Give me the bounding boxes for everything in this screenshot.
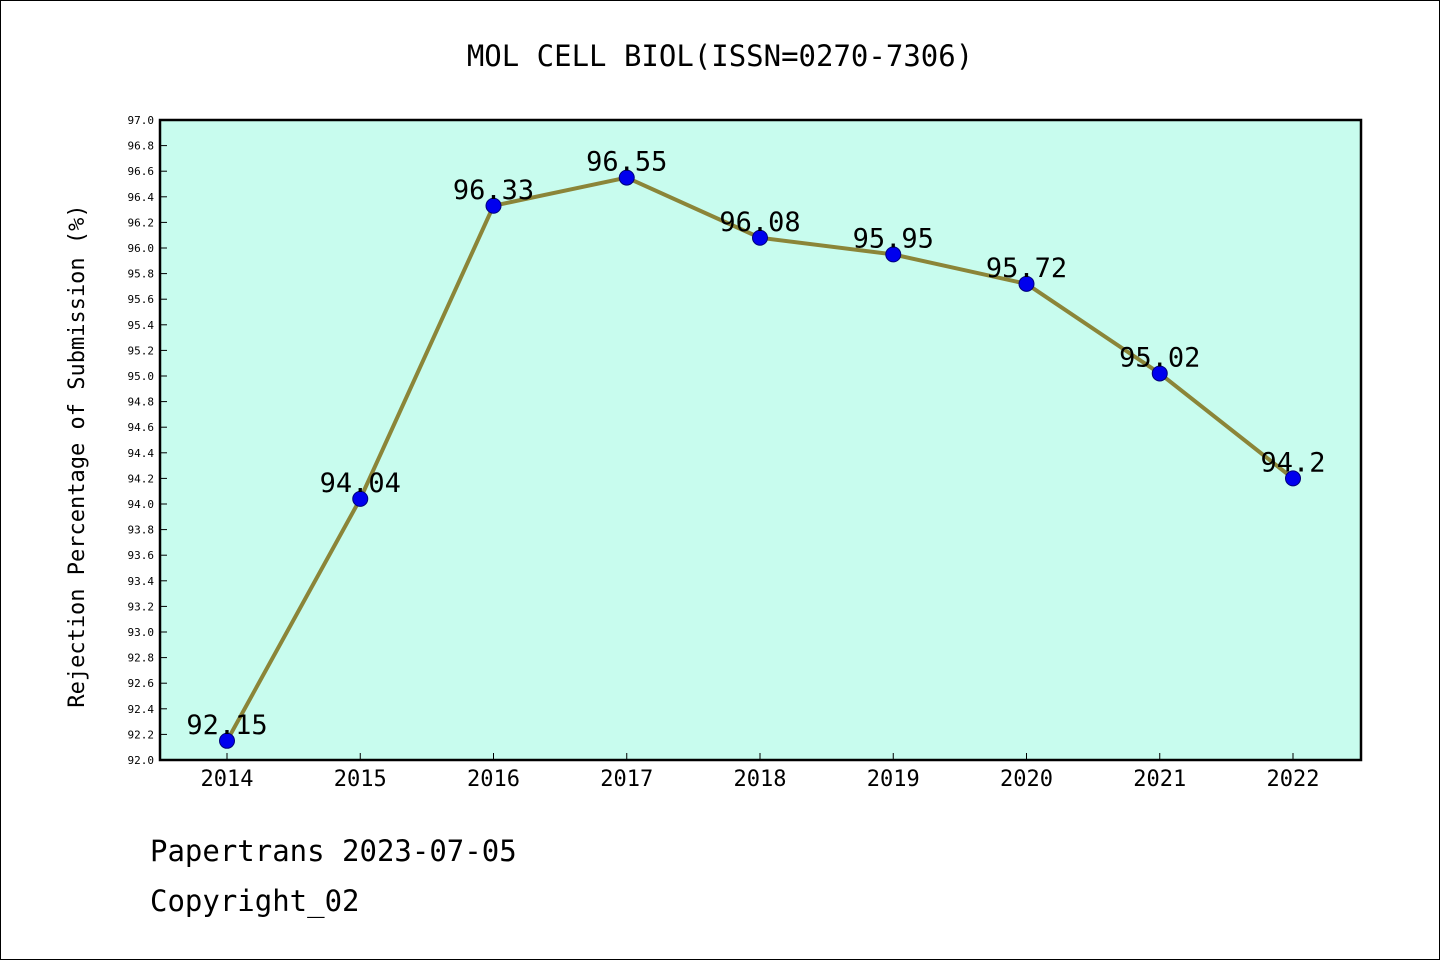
y-tick-label: 93.0 <box>128 626 155 639</box>
x-tick-label: 2022 <box>1267 767 1320 792</box>
y-tick-label: 95.8 <box>128 268 155 281</box>
footer-date-line: Papertrans 2023-07-05 <box>150 834 517 868</box>
footer-copyright-line: Copyright_02 <box>150 884 360 918</box>
data-label: 95.95 <box>853 223 934 254</box>
data-point <box>885 246 902 263</box>
data-label: 92.15 <box>186 710 267 741</box>
y-tick-label: 92.4 <box>128 703 155 716</box>
plot-border <box>158 118 1363 762</box>
data-label: 96.33 <box>453 175 534 206</box>
data-point <box>485 197 502 214</box>
y-tick-label: 95.4 <box>128 319 155 332</box>
y-tick-label: 96.2 <box>128 216 155 229</box>
data-point <box>618 169 635 186</box>
y-axis-ticks: 92.0 92.2 92.4 92.6 92.8 93.0 93.2 93.4 93.6 93.8… <box>128 114 167 767</box>
x-tick-label: 2017 <box>600 767 653 792</box>
x-tick-label: 2015 <box>334 767 387 792</box>
y-tick-label: 95.6 <box>128 293 155 306</box>
x-tick-label: 2014 <box>201 767 254 792</box>
y-tick-label: 92.2 <box>128 728 155 741</box>
data-label: 96.08 <box>719 207 800 238</box>
x-tick-label: 2018 <box>734 767 787 792</box>
y-tick-label: 94.6 <box>128 421 155 434</box>
y-tick-label: 95.0 <box>128 370 155 383</box>
x-tick-label: 2020 <box>1000 767 1053 792</box>
y-tick-label: 96.0 <box>128 242 155 255</box>
x-tick-label: 2021 <box>1133 767 1186 792</box>
data-label: 95.72 <box>986 253 1067 284</box>
y-tick-label: 95.2 <box>128 344 155 357</box>
plot-area <box>160 120 1361 760</box>
data-label-layer: 92.15 94.04 96.33 96.55 96.08 95.95 95.72 95.02… <box>186 147 1325 741</box>
data-label: 94.2 <box>1260 447 1325 478</box>
y-tick-label: 94.4 <box>128 447 155 460</box>
y-tick-label: 96.6 <box>128 165 155 178</box>
y-tick-label: 92.0 <box>128 754 155 767</box>
y-tick-label: 96.8 <box>128 140 155 153</box>
data-point <box>219 732 235 749</box>
data-label: 96.55 <box>586 147 667 178</box>
y-tick-label: 96.4 <box>128 191 155 204</box>
y-tick-label: 93.2 <box>128 600 155 613</box>
y-tick-label: 93.6 <box>128 549 155 562</box>
y-tick-label: 94.8 <box>128 396 155 409</box>
y-tick-label: 94.2 <box>128 472 155 485</box>
series-layer <box>219 169 1301 749</box>
data-label: 94.04 <box>320 468 401 499</box>
data-point <box>1285 470 1301 487</box>
x-axis-ticks: 2014 2015 2016 2017 2018 2019 2020 2021 2022 <box>201 753 1320 792</box>
y-tick-label: 93.8 <box>128 524 155 537</box>
data-point <box>352 490 369 507</box>
data-label: 95.02 <box>1119 342 1200 373</box>
x-tick-label: 2016 <box>467 767 520 792</box>
y-tick-label: 93.4 <box>128 575 155 588</box>
chart-title: MOL CELL BIOL(ISSN=0270-7306) <box>467 39 973 73</box>
data-point <box>1018 275 1035 292</box>
data-point <box>752 229 768 246</box>
y-tick-label: 97.0 <box>128 114 155 127</box>
y-axis-label: Rejection Percentage of Submission (%) <box>65 204 90 707</box>
y-tick-label: 92.6 <box>128 677 155 690</box>
y-tick-label: 92.8 <box>128 652 155 665</box>
y-tick-label: 94.0 <box>128 498 155 511</box>
x-tick-label: 2019 <box>867 767 920 792</box>
data-point <box>1151 365 1168 382</box>
